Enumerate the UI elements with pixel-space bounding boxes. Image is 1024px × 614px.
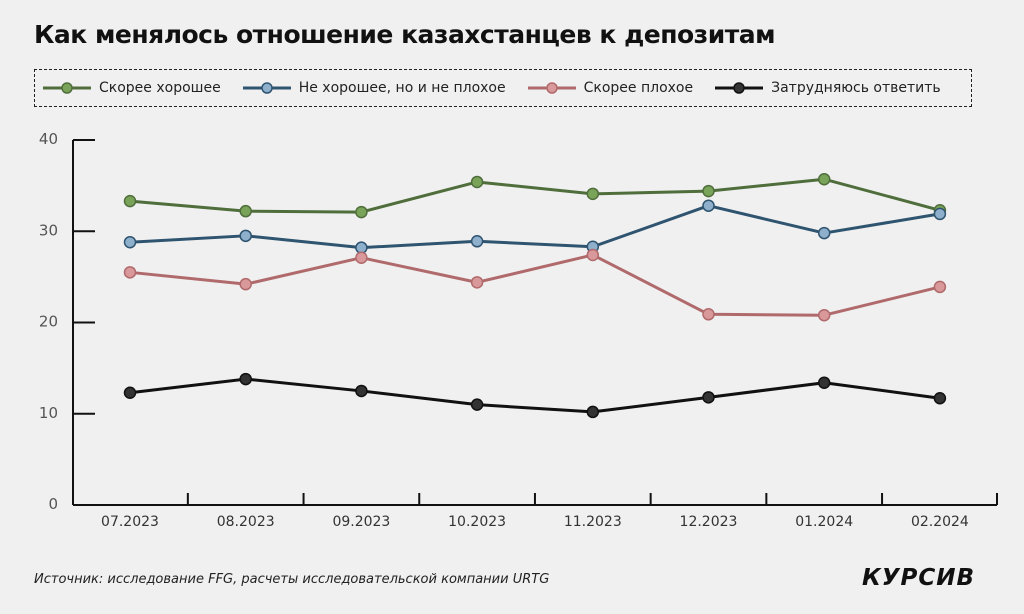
y-tick-label: 30: [39, 221, 58, 239]
legend: Скорее хорошее Не хорошее, но и не плохое…: [34, 69, 972, 107]
legend-line-icon: [715, 82, 764, 94]
y-tick-label: 10: [39, 404, 58, 422]
chart-title: Как менялось отношение казахстанцев к де…: [34, 20, 776, 49]
data-point: [470, 175, 484, 189]
series-3: [123, 372, 947, 419]
data-point: [702, 391, 715, 404]
data-point: [817, 376, 831, 389]
legend-label: Затрудняюсь ответить: [771, 80, 941, 96]
data-point: [702, 184, 715, 198]
data-point: [586, 187, 600, 201]
x-tick-label: 12.2023: [680, 514, 738, 530]
series-2: [123, 248, 947, 322]
x-tick-label: 01.2024: [795, 514, 853, 530]
x-tick-label: 08.2023: [217, 514, 275, 530]
series-line: [129, 253, 941, 317]
kursiv-logo: КУРСИВ: [862, 565, 976, 591]
legend-line-icon: [43, 82, 91, 94]
data-point: [702, 199, 715, 212]
data-point: [123, 194, 137, 208]
data-point: [123, 266, 137, 279]
data-point: [933, 391, 947, 405]
data-point: [817, 226, 831, 240]
legend-item: Скорее хорошее: [43, 80, 221, 96]
data-point: [470, 235, 484, 248]
series-line: [129, 177, 941, 214]
legend-item: Затрудняюсь ответить: [715, 80, 941, 96]
y-tick-label: 20: [39, 313, 58, 331]
data-point: [702, 308, 715, 321]
series-line: [129, 204, 941, 250]
data-point: [123, 235, 137, 249]
x-tick-label: 10.2023: [448, 514, 506, 530]
data-point: [239, 372, 252, 386]
legend-item: Не хорошее, но и не плохое: [242, 80, 506, 96]
series-0: [123, 172, 947, 219]
y-tick-label: 40: [39, 130, 58, 148]
data-point: [586, 405, 600, 419]
legend-line-icon: [242, 82, 291, 94]
data-point: [123, 386, 137, 400]
legend-item: Скорее плохое: [527, 80, 694, 96]
data-point: [355, 251, 368, 264]
legend-label: Скорее плохое: [583, 80, 694, 96]
x-tick-label: 02.2024: [911, 514, 969, 530]
x-tick-label: 09.2023: [332, 514, 390, 530]
y-tick-label: 0: [48, 495, 58, 513]
data-point: [817, 308, 831, 322]
data-point: [933, 207, 947, 221]
data-point: [817, 172, 831, 186]
data-point: [239, 277, 252, 291]
x-tick-label: 11.2023: [564, 514, 622, 530]
data-point: [239, 229, 252, 243]
data-point: [470, 276, 484, 289]
series-1: [123, 199, 947, 254]
data-point: [470, 398, 484, 411]
legend-line-icon: [527, 82, 576, 94]
legend-label: Скорее хорошее: [99, 80, 221, 96]
data-point: [933, 280, 947, 294]
data-point: [239, 204, 252, 218]
data-point: [355, 205, 368, 219]
data-point: [355, 384, 368, 398]
data-point: [586, 248, 600, 262]
legend-label: Не хорошее, но и не плохое: [298, 80, 506, 96]
series-line: [129, 377, 941, 414]
source-note: Источник: исследование FFG, расчеты иссл…: [34, 572, 550, 587]
x-tick-label: 07.2023: [101, 514, 159, 530]
line-chart: 0 10 20 30 40 07.2023 08.2023 09.2023 10.2023 11.…: [39, 130, 998, 530]
